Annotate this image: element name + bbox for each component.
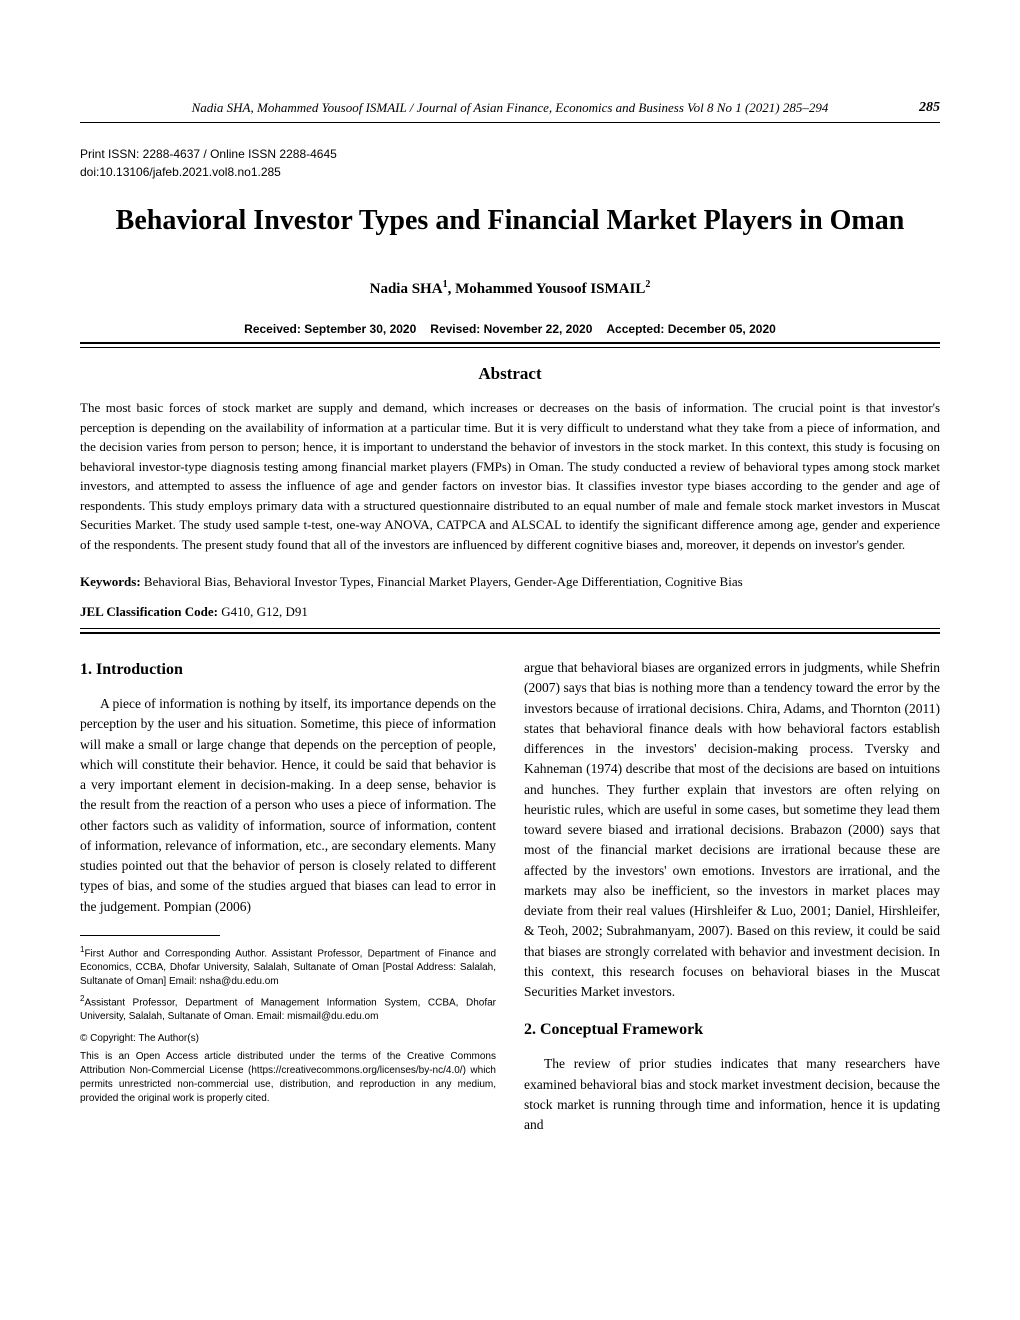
running-header: Nadia SHA, Mohammed Yousoof ISMAIL / Jou… <box>80 100 940 116</box>
footnote-1-text: First Author and Corresponding Author. A… <box>80 948 496 987</box>
intro-para-left: A piece of information is nothing by its… <box>80 694 496 917</box>
dates-line: Received: September 30, 2020 Revised: Nov… <box>80 322 940 336</box>
issn-doi-block: Print ISSN: 2288-4637 / Online ISSN 2288… <box>80 145 940 181</box>
received-date: Received: September 30, 2020 <box>244 322 416 336</box>
footnote-2: 2Assistant Professor, Department of Mana… <box>80 993 496 1024</box>
keywords-text: Behavioral Bias, Behavioral Investor Typ… <box>141 574 743 589</box>
abstract-rule-bottom <box>80 632 940 634</box>
jel-text: G410, G12, D91 <box>218 604 308 619</box>
dates-rule-bottom <box>80 347 940 348</box>
author-1-name: Nadia SHA <box>370 281 443 297</box>
author-sep: , <box>448 281 456 297</box>
footnotes-block: 1First Author and Corresponding Author. … <box>80 944 496 1107</box>
left-column: 1. Introduction A piece of information i… <box>80 658 496 1135</box>
intro-para-right: argue that behavioral biases are organiz… <box>524 658 940 1002</box>
abstract-body: The most basic forces of stock market ar… <box>80 398 940 554</box>
section-1-heading: 1. Introduction <box>80 658 496 682</box>
keywords-label: Keywords: <box>80 574 141 589</box>
jel-line: JEL Classification Code: G410, G12, D91 <box>80 604 940 620</box>
conceptual-para: The review of prior studies indicates th… <box>524 1054 940 1135</box>
running-head-text: Nadia SHA, Mohammed Yousoof ISMAIL / Jou… <box>192 100 829 115</box>
keywords-line: Keywords: Behavioral Bias, Behavioral In… <box>80 574 940 590</box>
jel-label: JEL Classification Code: <box>80 604 218 619</box>
author-2-name: Mohammed Yousoof ISMAIL <box>455 281 645 297</box>
authors-line: Nadia SHA1, Mohammed Yousoof ISMAIL2 <box>80 279 940 298</box>
author-2-sup: 2 <box>645 279 650 290</box>
right-column: argue that behavioral biases are organiz… <box>524 658 940 1135</box>
footnote-rule <box>80 935 220 936</box>
copyright-line: © Copyright: The Author(s) <box>80 1032 496 1046</box>
abstract-heading: Abstract <box>80 364 940 384</box>
issn-line: Print ISSN: 2288-4637 / Online ISSN 2288… <box>80 145 940 163</box>
paper-title: Behavioral Investor Types and Financial … <box>80 205 940 237</box>
footnote-1: 1First Author and Corresponding Author. … <box>80 944 496 989</box>
license-text: This is an Open Access article distribut… <box>80 1050 496 1106</box>
doi-line: doi:10.13106/jafeb.2021.vol8.no1.285 <box>80 163 940 181</box>
header-rule <box>80 122 940 123</box>
revised-date: Revised: November 22, 2020 <box>430 322 592 336</box>
page-number: 285 <box>919 100 940 116</box>
section-2-heading: 2. Conceptual Framework <box>524 1018 940 1042</box>
two-column-body: 1. Introduction A piece of information i… <box>80 658 940 1135</box>
footnote-2-text: Assistant Professor, Department of Manag… <box>80 997 496 1022</box>
accepted-date: Accepted: December 05, 2020 <box>606 322 775 336</box>
